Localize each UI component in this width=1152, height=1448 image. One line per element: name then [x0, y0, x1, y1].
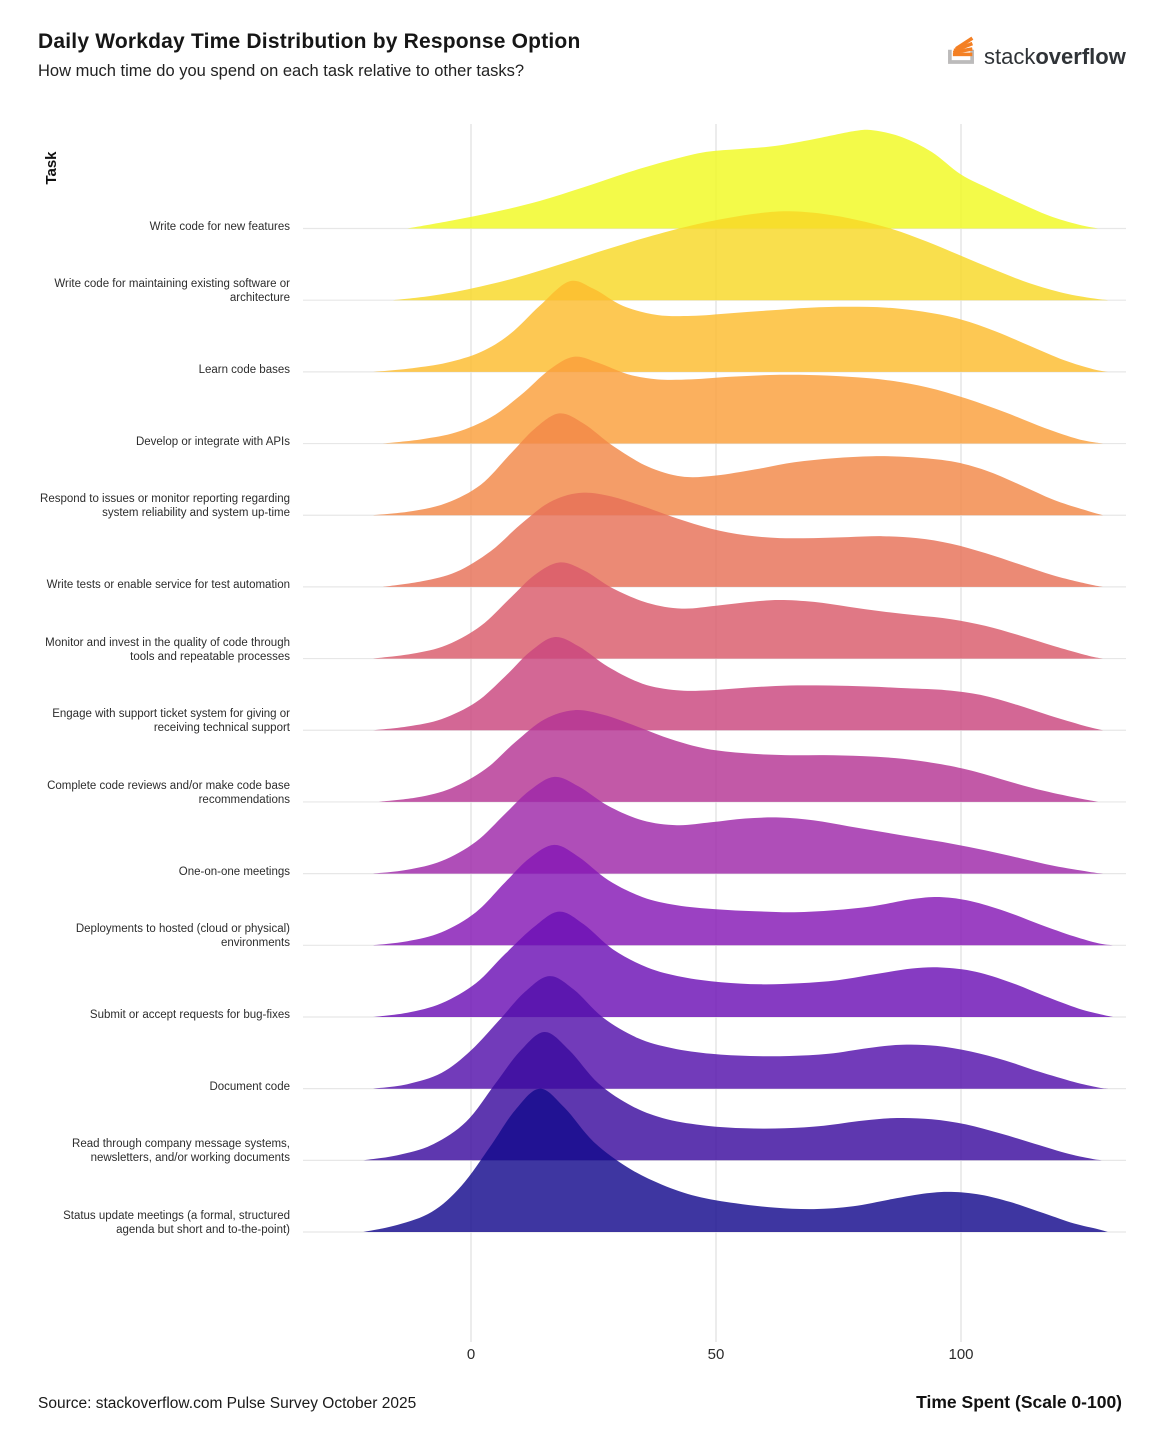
task-label: Deployments to hosted (cloud or physical… [75, 923, 290, 950]
stackoverflow-wordmark: stackoverflow [984, 44, 1126, 69]
x-tick-label: 50 [707, 1346, 725, 1363]
task-label: Document code [209, 1080, 290, 1093]
x-tick-label: 0 [466, 1346, 476, 1363]
ridge-area [373, 562, 1104, 659]
task-label: Read through company message systems, ne… [72, 1138, 290, 1165]
ridgeline-chart [303, 124, 1126, 1342]
task-label: Status update meetings (a formal, struct… [63, 1210, 290, 1237]
task-label: Engage with support ticket system for gi… [52, 708, 290, 735]
ridge-area [373, 636, 1104, 731]
ridge-area [407, 129, 1099, 229]
task-label: Submit or accept requests for bug-fixes [89, 1008, 290, 1021]
ridge-area [373, 413, 1104, 516]
source-note: Source: stackoverflow.com Pulse Survey O… [38, 1395, 417, 1412]
task-label: Learn code bases [198, 363, 290, 376]
ridge-area [373, 280, 1108, 372]
task-label: Develop or integrate with APIs [135, 435, 290, 448]
task-label: Write code for maintaining existing soft… [54, 278, 290, 305]
x-tick-label: 100 [948, 1346, 974, 1363]
ridge-area [363, 1088, 1108, 1232]
page-subtitle: How much time do you spend on each task … [38, 62, 525, 80]
task-label: Complete code reviews and/or make code b… [47, 779, 290, 806]
ridge-area [392, 211, 1109, 301]
stackoverflow-logo: stackoverflow [944, 26, 1126, 71]
task-label: Write code for new features [149, 220, 290, 233]
page-title: Daily Workday Time Distribution by Respo… [38, 30, 581, 53]
task-label: Write tests or enable service for test a… [46, 578, 290, 591]
task-label: One-on-one meetings [178, 865, 290, 878]
x-axis-title: Time Spent (Scale 0-100) [916, 1392, 1122, 1412]
task-label: Respond to issues or monitor reporting r… [40, 493, 290, 520]
task-label: Monitor and invest in the quality of cod… [45, 636, 290, 663]
stackoverflow-icon [944, 26, 978, 71]
